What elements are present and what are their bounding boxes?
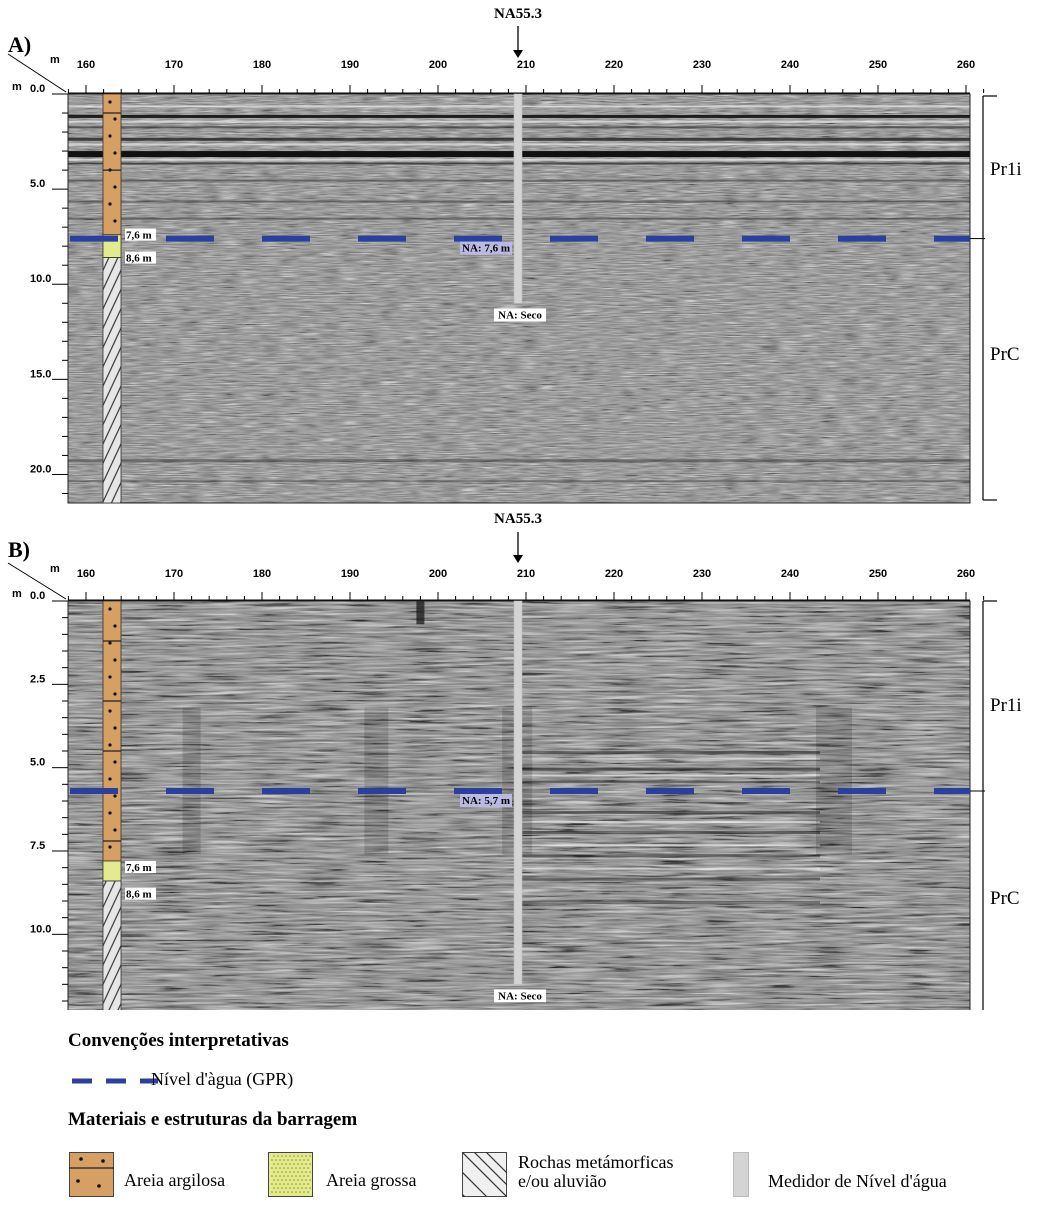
x-tick-label: 210 [517,59,535,71]
water-gauge [513,93,523,304]
y-axis: 0.0 2.5 5.0 7.5 10.0 [30,590,68,1002]
x-axis: 160 170 180 190 200 210 220 230 240 250 260 [67,568,985,601]
coarse-sand-layer [102,860,122,882]
x-tick-label: 230 [693,59,711,71]
legend-item-metamorphic-rocks: Rochas metámorficas e/ou aluvião [518,1152,674,1191]
gpr-water-label: NA: 5,7 m [462,795,510,807]
materials-title: Materiais e estruturas da barragem [68,1109,358,1130]
depth-unit: m [12,81,22,93]
well-arrow-head [513,555,523,563]
x-tick-label: 160 [77,59,95,71]
unit-bracket: Pr1i PrC [982,95,1022,501]
y-tick-label: 10.0 [30,923,51,935]
coarse-sand-swatch [268,1152,313,1197]
panel-label: B) [8,537,30,562]
x-axis: 160 170 180 190 200 210 220 230 240 250 260 [67,59,985,94]
panel-a: A) NA55.3 m m 160 170 180 190 200 210 220 230 240 250… [7,6,1022,504]
unit-label-lower: PrC [990,888,1020,909]
x-tick-label: 210 [517,568,535,580]
y-tick-label: 7.5 [30,840,45,852]
clayey-sand-layer [102,93,122,236]
water-gauge-swatch [733,1152,749,1197]
x-tick-label: 250 [869,59,887,71]
gpr-figure: A) NA55.3 m m 160 170 180 190 200 210 220 230 240 250… [7,6,1022,1010]
borehole-log: 7,6 m 8,6 m [102,93,156,504]
x-tick-label: 190 [341,568,359,580]
y-tick-label: 5.0 [30,757,45,769]
x-tick-label: 160 [77,568,95,580]
x-tick-label: 170 [165,59,183,71]
unit-bracket: Pr1i PrC [982,600,1022,1010]
clayey-sand-swatch [69,1152,114,1197]
x-tick-label: 250 [869,568,887,580]
borehole-depth-label: 8,6 m [126,889,152,901]
x-tick-label: 220 [605,59,623,71]
well-label: NA55.3 [494,511,542,527]
distance-unit: m [50,54,60,66]
clayey-sand-layer [102,600,122,862]
y-axis: 0.0 5.0 10.0 15.0 20.0 [30,83,68,494]
legend: Convenções interpretativas Nível d'àgua … [0,1010,1037,1226]
borehole-log: 7,6 m 8,6 m [102,600,156,1010]
y-tick-label: 5.0 [30,178,45,190]
metamorphic-rock-layer [102,257,122,504]
unit-label-lower: PrC [990,344,1020,365]
well-label: NA55.3 [494,6,542,22]
depth-unit: m [12,588,22,600]
water-level-swatch [72,1078,158,1084]
water-gauge [513,600,523,985]
y-tick-label: 2.5 [30,673,45,685]
x-tick-label: 260 [957,59,975,71]
reflectors [182,601,852,904]
x-tick-label: 220 [605,568,623,580]
metamorphic-rock-layer [102,880,122,1010]
x-tick-label: 180 [253,59,271,71]
axis-corner-line [7,562,67,600]
well-arrow-head [513,50,523,58]
y-tick-label: 0.0 [30,590,45,602]
legend-item-coarse-sand: Areia grossa [326,1170,417,1190]
gpr-water-label: NA: 7,6 m [462,243,510,255]
conventions-title: Convenções interpretativas [68,1030,289,1051]
water-level-label: Nível d'àgua (GPR) [151,1069,294,1089]
x-tick-label: 240 [781,568,799,580]
gauge-label: NA: Seco [498,990,542,1002]
y-tick-label: 15.0 [30,368,51,380]
axis-corner-line [7,53,67,93]
y-tick-label: 0.0 [30,83,45,95]
x-tick-label: 190 [341,59,359,71]
x-tick-label: 200 [429,568,447,580]
x-tick-label: 260 [957,568,975,580]
panel-b: B) NA55.3 m m 160 170 180 190 200 210 220 230 240 250… [7,511,1022,1010]
legend-item-water-gauge: Medidor de Nível d'água [768,1171,947,1191]
panel-label: A) [8,32,31,57]
x-tick-label: 230 [693,568,711,580]
metamorphic-rocks-swatch [462,1152,507,1197]
x-tick-label: 170 [165,568,183,580]
legend-item-clayey-sand: Areia argilosa [124,1170,226,1190]
borehole-depth-label: 8,6 m [126,253,152,265]
y-tick-label: 20.0 [30,463,51,475]
x-tick-label: 240 [781,59,799,71]
borehole-depth-label: 7,6 m [126,230,152,242]
x-tick-label: 180 [253,568,271,580]
distance-unit: m [50,563,60,575]
y-tick-label: 10.0 [30,273,51,285]
gauge-label: NA: Seco [498,309,542,321]
unit-label-upper: Pr1i [990,159,1022,180]
unit-label-upper: Pr1i [990,695,1022,716]
x-tick-label: 200 [429,59,447,71]
borehole-depth-label: 7,6 m [126,862,152,874]
